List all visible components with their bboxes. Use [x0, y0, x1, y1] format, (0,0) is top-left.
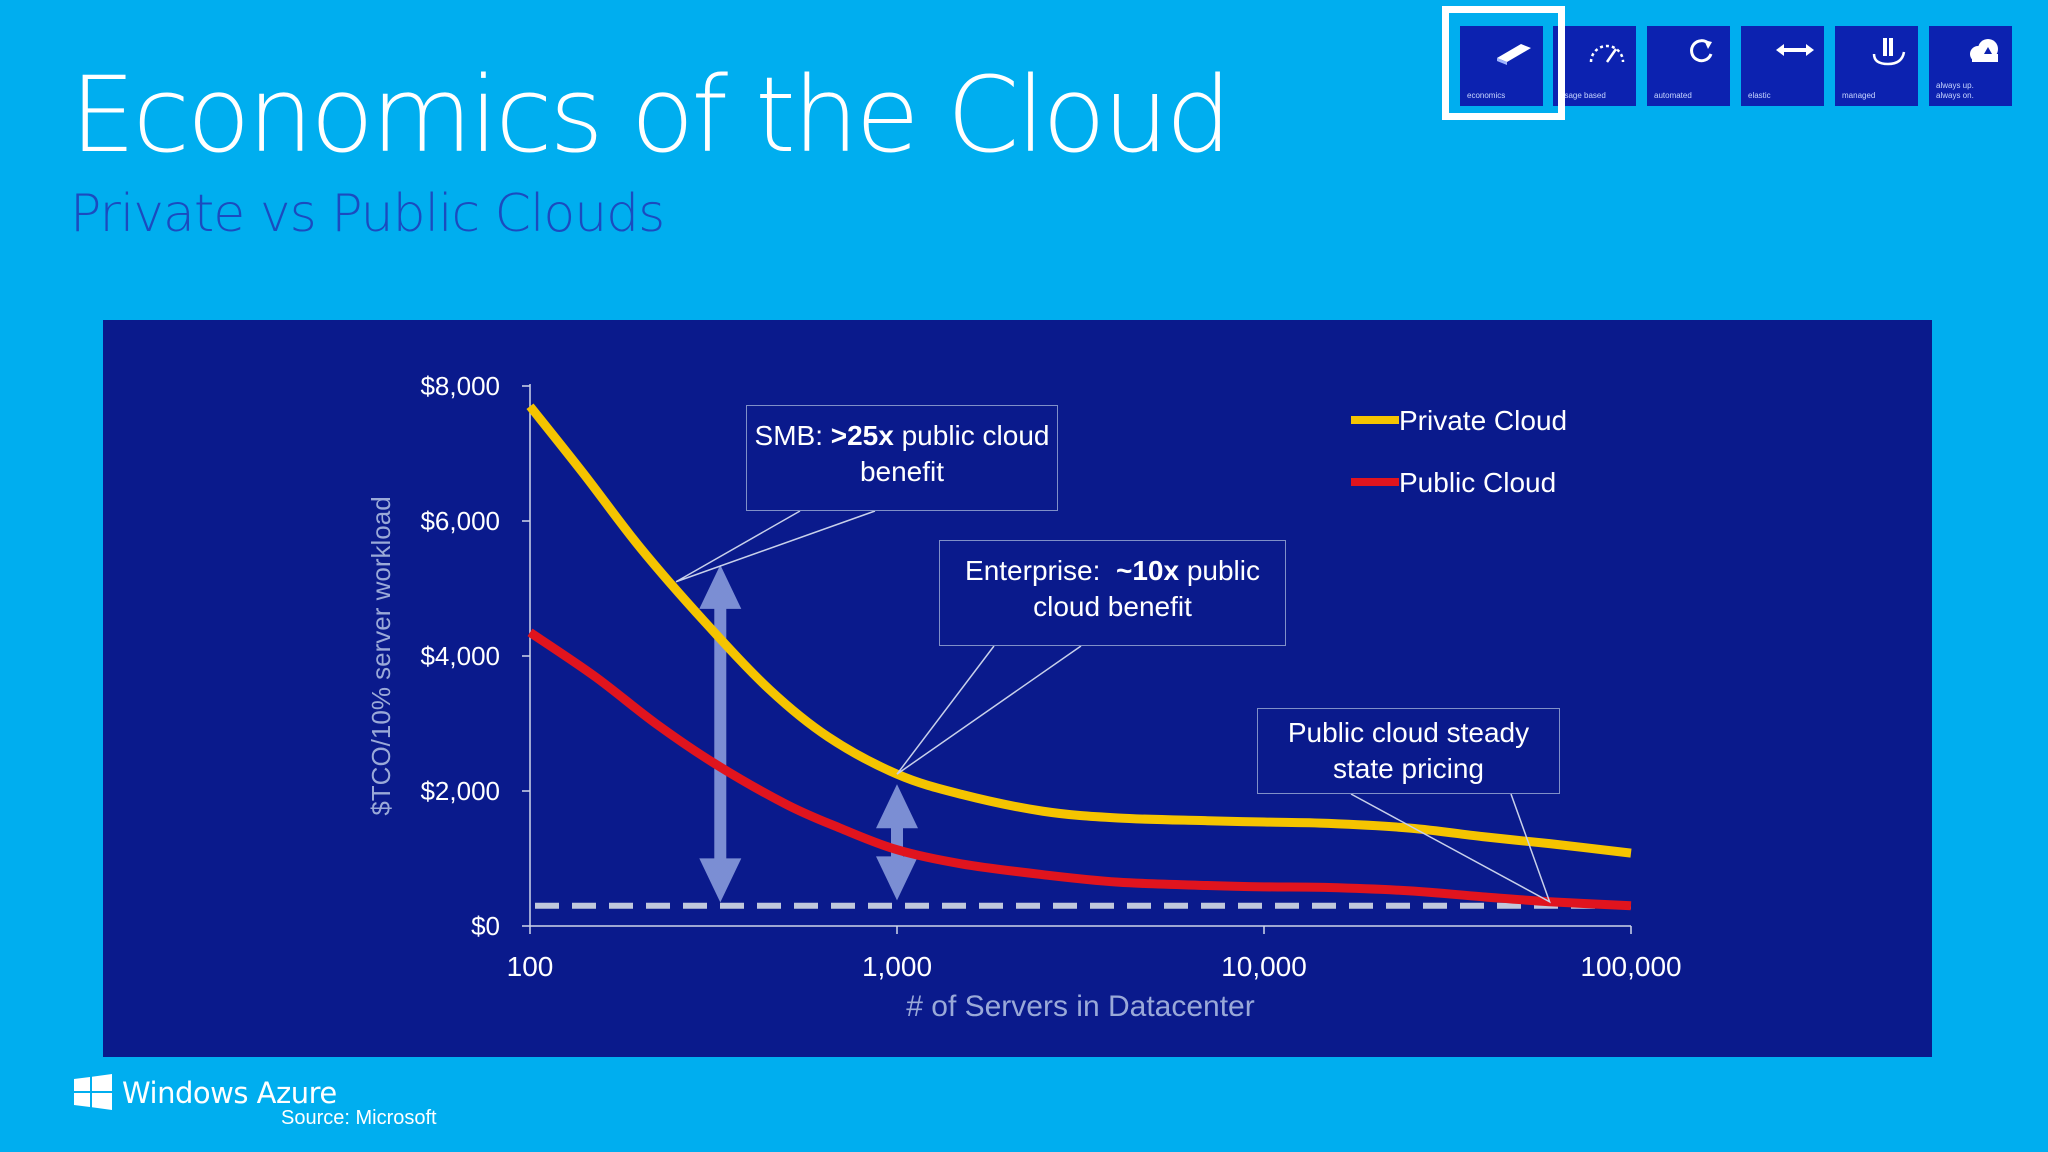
legend-label-private-cloud: Private Cloud	[1399, 405, 1567, 436]
callout-smb-text-1: SMB:	[754, 420, 831, 451]
pen-icon	[1497, 44, 1531, 65]
tile-managed[interactable]: managed	[1835, 26, 1918, 106]
y-axis-label: $TCO/10% server workload	[366, 496, 396, 815]
double-arrow-icon	[1776, 44, 1814, 56]
server-hand-icon	[1872, 38, 1906, 66]
tile-elastic[interactable]: elastic	[1741, 26, 1824, 106]
y-tick-label: $8,000	[420, 371, 500, 401]
series-line-public-cloud	[527, 628, 1632, 911]
tile-economics[interactable]: economics	[1460, 26, 1543, 106]
gap-double-arrow	[699, 564, 742, 903]
callout-enterprise-leader	[896, 645, 1082, 775]
source-note: Source: Microsoft	[281, 1107, 437, 1129]
callout-smb: SMB: >25x public cloud benefit	[746, 405, 1058, 511]
slide-subtitle: Private vs Public Clouds	[70, 184, 665, 244]
tile-label: usage based	[1560, 91, 1606, 101]
tile-label-line-2: always on.	[1936, 91, 1974, 101]
refresh-icon	[1690, 39, 1713, 63]
callout-smb-leader	[675, 510, 876, 583]
y-tick-label: $2,000	[420, 776, 500, 806]
tile-usage-based[interactable]: usage based	[1553, 26, 1636, 106]
tile-automated[interactable]: automated	[1647, 26, 1730, 106]
callout-smb-emphasis: >25x	[830, 420, 894, 451]
x-axis-label: # of Servers in Datacenter	[906, 990, 1255, 1023]
callout-steady-leader	[1350, 793, 1551, 904]
gap-double-arrow	[876, 784, 918, 901]
tile-label: elastic	[1748, 91, 1771, 101]
callout-smb-text-2: public cloud benefit	[859, 420, 1050, 487]
x-tick-label: 10,000	[1221, 951, 1307, 982]
callout-enterprise-emphasis: ~10x	[1115, 555, 1180, 586]
gauge-icon	[1589, 44, 1625, 63]
tile-always-on[interactable]: always up. always on.	[1929, 26, 2012, 106]
x-tick-label: 100	[507, 951, 554, 982]
legend-label-public-cloud: Public Cloud	[1399, 467, 1556, 498]
tile-label: economics	[1467, 91, 1506, 101]
callout-enterprise: Enterprise: ~10x public cloud benefit	[939, 540, 1286, 646]
callout-steady-text: Public cloud steady state pricing	[1287, 717, 1530, 784]
brand-name: Windows Azure	[122, 1076, 337, 1110]
callout-enterprise-text-2: public cloud benefit	[1033, 555, 1260, 622]
tile-label-line-1: always up.	[1936, 81, 1974, 91]
callout-enterprise-text-1: Enterprise:	[965, 555, 1116, 586]
callout-steady-state: Public cloud steady state pricing	[1257, 708, 1560, 794]
slide-title: Economics of the Cloud	[70, 54, 1232, 176]
series-line-private-cloud	[526, 403, 1632, 858]
windows-logo-icon	[74, 1074, 112, 1110]
cloud-icon	[1970, 39, 1998, 62]
tile-label: managed	[1842, 91, 1876, 101]
tco-chart: $0 $2,000 $4,000 $6,000 $8,000 100 1,000 10,000…	[366, 371, 1682, 1023]
tile-label: automated	[1654, 91, 1692, 101]
x-tick-label: 1,000	[862, 951, 932, 982]
y-tick-label: $4,000	[420, 641, 500, 671]
x-tick-label: 100,000	[1580, 951, 1681, 982]
chart-panel: $0 $2,000 $4,000 $6,000 $8,000 100 1,000 10,000…	[103, 320, 1932, 1057]
y-tick-label: $0	[471, 911, 500, 941]
y-tick-label: $6,000	[420, 506, 500, 536]
